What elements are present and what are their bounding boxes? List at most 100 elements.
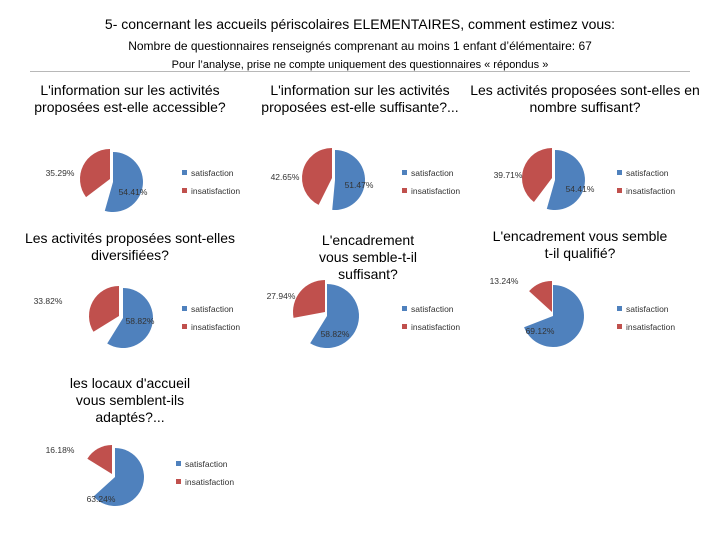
pie-chart: 58.82% 27.94% [267, 280, 360, 348]
page-title: 5- concernant les accueils périscolaires… [104, 16, 616, 32]
data-label-satisfaction: 63.24% [87, 494, 116, 504]
legend-swatch [402, 324, 407, 329]
chart-legend: satisfaction insatisfaction [182, 304, 240, 340]
legend-swatch [176, 461, 181, 466]
pie-slice-satisfaction [93, 448, 144, 506]
legend-label: insatisfaction [411, 322, 461, 332]
chart-legend: satisfaction insatisfaction [402, 304, 460, 340]
chart-panel-4: Les activités proposées sont-elles diver… [15, 228, 245, 378]
legend-swatch [617, 324, 622, 329]
chart-title: L'encadrement vous semble-t-il suffisant… [318, 232, 418, 282]
data-label-insatisfaction: 13.24% [490, 276, 519, 286]
legend-item-satisfaction: satisfaction [617, 304, 675, 322]
data-label-insatisfaction: 27.94% [267, 291, 296, 301]
pie-slice-insatisfaction [88, 286, 119, 332]
pie-slice-insatisfaction [521, 148, 552, 202]
legend-label: insatisfaction [191, 322, 241, 332]
chart-legend: satisfaction insatisfaction [176, 459, 234, 495]
data-label-satisfaction: 54.41% [119, 187, 148, 197]
legend-item-satisfaction: satisfaction [402, 304, 460, 322]
chart-legend: satisfaction insatisfaction [617, 168, 675, 204]
data-label-insatisfaction: 16.18% [46, 445, 75, 455]
page-subtitle: Nombre de questionnaires renseignés comp… [128, 39, 592, 53]
chart-title: Les activités proposées sont-elles en no… [470, 82, 700, 115]
legend-label: satisfaction [411, 168, 454, 178]
legend-label: insatisfaction [185, 477, 235, 487]
chart-panel-3: Les activités proposées sont-elles en no… [470, 80, 700, 230]
legend-swatch [617, 188, 622, 193]
legend-item-insatisfaction: insatisfaction [182, 322, 240, 340]
data-label-satisfaction: 58.82% [321, 329, 350, 339]
chart-legend: satisfaction insatisfaction [617, 304, 675, 340]
legend-label: satisfaction [185, 459, 228, 469]
pie-chart: 58.82% 33.82% [34, 286, 155, 348]
charts-frame [30, 71, 690, 532]
chart-title: Les activités proposées sont-elles diver… [24, 230, 236, 263]
data-label-satisfaction: 54.41% [566, 184, 595, 194]
legend-item-satisfaction: satisfaction [182, 168, 240, 186]
chart-panel-6: L'encadrement vous semble t-il qualifié?… [480, 228, 710, 378]
chart-title: L'information sur les activités proposée… [34, 82, 226, 115]
legend-swatch [182, 324, 187, 329]
legend-swatch [176, 479, 181, 484]
legend-label: insatisfaction [191, 186, 241, 196]
pie-chart: 54.41% 35.29% [46, 149, 148, 212]
pie-slice-insatisfaction [301, 148, 332, 205]
pie-slice-satisfaction [332, 150, 366, 210]
pie-slice-satisfaction [546, 150, 585, 210]
legend-item-satisfaction: satisfaction [182, 304, 240, 322]
legend-swatch [402, 170, 407, 175]
legend-label: insatisfaction [626, 186, 676, 196]
chart-panel-1: L'information sur les activités proposée… [15, 80, 245, 230]
pie-slice-insatisfaction [79, 149, 110, 198]
legend-label: insatisfaction [411, 186, 461, 196]
data-label-satisfaction: 51.47% [345, 180, 374, 190]
data-label-satisfaction: 58.82% [126, 316, 155, 326]
chart-title: L'information sur les activités proposée… [261, 82, 459, 115]
legend-label: satisfaction [411, 304, 454, 314]
legend-item-satisfaction: satisfaction [402, 168, 460, 186]
legend-swatch [402, 306, 407, 311]
chart-panel-5: L'encadrement vous semble-t-il suffisant… [253, 228, 483, 378]
legend-swatch [182, 188, 187, 193]
chart-panel-7: les locaux d'accueil vous semblent-ils a… [15, 375, 245, 515]
chart-panel-2: L'information sur les activités proposée… [245, 80, 475, 230]
data-label-insatisfaction: 33.82% [34, 296, 63, 306]
chart-legend: satisfaction insatisfaction [182, 168, 240, 204]
legend-item-insatisfaction: insatisfaction [182, 186, 240, 204]
pie-slice-satisfaction [104, 152, 143, 212]
legend-label: satisfaction [191, 304, 234, 314]
data-label-insatisfaction: 35.29% [46, 168, 75, 178]
pie-slice-satisfaction [107, 288, 153, 348]
chart-title: L'encadrement vous semble t-il qualifié? [492, 228, 668, 261]
chart-title: les locaux d'accueil vous semblent-ils a… [69, 375, 191, 425]
data-label-insatisfaction: 39.71% [494, 170, 523, 180]
legend-item-satisfaction: satisfaction [176, 459, 234, 477]
data-label-satisfaction: 69.12% [526, 326, 555, 336]
pie-slice-insatisfaction [529, 281, 552, 312]
legend-swatch [182, 306, 187, 311]
legend-swatch [402, 188, 407, 193]
legend-item-insatisfaction: insatisfaction [617, 186, 675, 204]
analysis-note: Pour l’analyse, prise ne compte uniqueme… [171, 59, 549, 71]
legend-swatch [182, 170, 187, 175]
pie-chart: 63.24% 16.18% [46, 445, 144, 506]
legend-label: satisfaction [626, 304, 669, 314]
legend-item-insatisfaction: insatisfaction [402, 322, 460, 340]
legend-swatch [617, 306, 622, 311]
pie-slice-satisfaction [524, 285, 584, 347]
chart-legend: satisfaction insatisfaction [402, 168, 460, 204]
pie-slice-insatisfaction [292, 280, 325, 318]
legend-item-insatisfaction: insatisfaction [402, 186, 460, 204]
legend-label: insatisfaction [626, 322, 676, 332]
legend-item-insatisfaction: insatisfaction [617, 322, 675, 340]
legend-swatch [617, 170, 622, 175]
pie-chart: 51.47% 42.65% [271, 148, 374, 210]
pie-slice-insatisfaction [87, 445, 112, 474]
pie-chart: 69.12% 13.24% [490, 276, 584, 347]
legend-label: satisfaction [626, 168, 669, 178]
legend-item-satisfaction: satisfaction [617, 168, 675, 186]
legend-label: satisfaction [191, 168, 234, 178]
pie-chart: 54.41% 39.71% [494, 148, 595, 210]
legend-item-insatisfaction: insatisfaction [176, 477, 234, 495]
